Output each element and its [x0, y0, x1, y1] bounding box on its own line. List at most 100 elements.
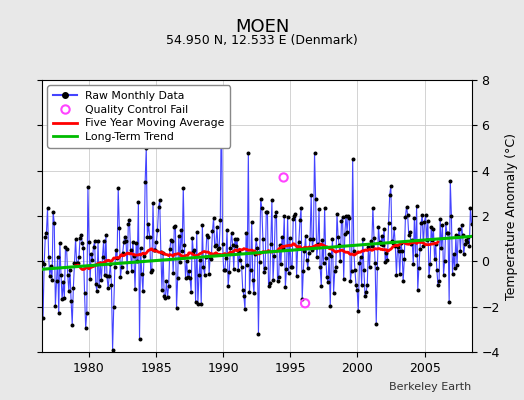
- Point: [38, 258, 46, 265]
- Point: [347, 268, 356, 274]
- Point: [377, 241, 385, 248]
- Point: [122, 238, 130, 244]
- Point: [199, 264, 208, 270]
- Point: [395, 248, 403, 254]
- Point: [194, 301, 202, 308]
- Point: [187, 288, 195, 295]
- Point: [352, 282, 360, 288]
- Point: [168, 238, 176, 244]
- Point: [190, 247, 199, 254]
- Point: [447, 213, 455, 219]
- Point: [402, 203, 411, 210]
- Point: [425, 273, 433, 280]
- Point: [72, 260, 81, 267]
- Point: [123, 269, 132, 275]
- Point: [298, 296, 307, 302]
- Point: [453, 262, 461, 268]
- Point: [83, 310, 91, 316]
- Point: [238, 286, 247, 293]
- Point: [156, 197, 164, 204]
- Point: [358, 236, 367, 242]
- Point: [45, 254, 53, 260]
- Point: [47, 263, 55, 270]
- Point: [180, 242, 189, 249]
- Point: [148, 266, 156, 273]
- Point: [434, 282, 442, 288]
- Point: [397, 240, 405, 246]
- Point: [439, 272, 447, 278]
- Point: [234, 267, 243, 273]
- Point: [182, 258, 191, 264]
- Point: [321, 205, 329, 211]
- Point: [155, 204, 163, 211]
- Point: [414, 264, 423, 271]
- Point: [382, 250, 390, 256]
- Point: [50, 220, 59, 226]
- Point: [250, 290, 258, 296]
- Point: [56, 240, 64, 247]
- Point: [184, 268, 193, 274]
- Point: [40, 261, 48, 268]
- Point: [255, 259, 264, 265]
- Point: [339, 214, 347, 220]
- Point: [278, 234, 286, 240]
- Point: [254, 331, 263, 337]
- Point: [422, 237, 431, 243]
- Point: [394, 244, 402, 250]
- Point: [177, 227, 185, 233]
- Point: [313, 254, 321, 260]
- Point: [301, 233, 310, 239]
- Point: [215, 245, 223, 251]
- Point: [457, 222, 466, 228]
- Point: [80, 290, 89, 296]
- Point: [100, 238, 108, 244]
- Point: [399, 278, 407, 284]
- Point: [43, 205, 52, 212]
- Point: [130, 252, 138, 259]
- Point: [91, 238, 99, 245]
- Point: [224, 283, 232, 290]
- Point: [169, 270, 177, 276]
- Point: [99, 254, 107, 260]
- Point: [76, 234, 84, 241]
- Point: [231, 236, 239, 242]
- Point: [431, 241, 440, 248]
- Point: [420, 219, 429, 225]
- Point: [332, 264, 340, 270]
- Point: [217, 88, 226, 94]
- Point: [147, 268, 155, 275]
- Point: [235, 249, 244, 255]
- Point: [314, 241, 322, 247]
- Point: [144, 221, 152, 228]
- Point: [61, 244, 70, 250]
- Point: [467, 221, 476, 228]
- Point: [310, 149, 319, 156]
- Point: [381, 259, 389, 265]
- Point: [183, 274, 192, 280]
- Point: [263, 209, 271, 215]
- Point: [288, 264, 296, 270]
- Point: [186, 275, 194, 282]
- Point: [68, 322, 77, 328]
- Point: [113, 255, 121, 261]
- Point: [302, 257, 311, 263]
- Point: [139, 288, 147, 294]
- Point: [105, 273, 113, 280]
- Point: [438, 222, 446, 228]
- Point: [274, 277, 282, 284]
- Point: [286, 235, 294, 242]
- Point: [143, 234, 151, 240]
- Point: [281, 284, 290, 290]
- Point: [96, 260, 104, 266]
- Point: [442, 220, 450, 226]
- Point: [219, 241, 227, 248]
- Point: [325, 251, 333, 257]
- Point: [289, 216, 298, 222]
- Point: [150, 247, 158, 254]
- Point: [443, 230, 451, 236]
- Point: [390, 224, 398, 231]
- Point: [466, 204, 475, 211]
- Point: [88, 256, 96, 263]
- Point: [163, 294, 172, 300]
- Point: [165, 282, 173, 289]
